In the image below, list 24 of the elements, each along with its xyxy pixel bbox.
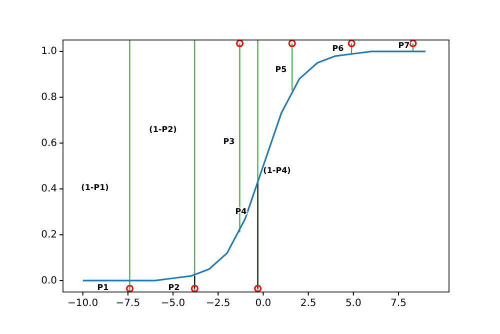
annotation: P3 [223,137,235,146]
x-tick-label: −10.0 [68,298,98,309]
annotation: P7 [398,41,410,50]
x-tick-label: 2.5 [300,298,316,309]
annotation: P5 [275,65,288,74]
x-tick-label: −7.5 [116,298,140,309]
line-series [82,50,426,282]
annotation: P6 [332,44,344,54]
y-tick-label: 0.2 [41,229,57,240]
annotation: P1 [97,283,110,292]
annotation: P2 [168,283,180,292]
x-tick-label: −5.0 [160,298,186,309]
y-tick-label: 0.4 [41,184,57,195]
y-tick-label: 0.0 [41,275,57,286]
annotation: (1-P4) [263,166,291,176]
x-tick-label: −2.5 [206,298,230,309]
y-tick-label: 0.6 [41,138,57,149]
x-tick-label: 5.0 [345,298,362,309]
x-tick-label: 0.0 [255,298,272,309]
y-tick-label: 1.0 [41,46,57,58]
annotation: (1-P1) [81,183,109,192]
annotation: (1-P2) [149,125,177,134]
y-tick-label: 0.8 [41,92,57,104]
x-tick-label: 7.5 [390,298,406,309]
